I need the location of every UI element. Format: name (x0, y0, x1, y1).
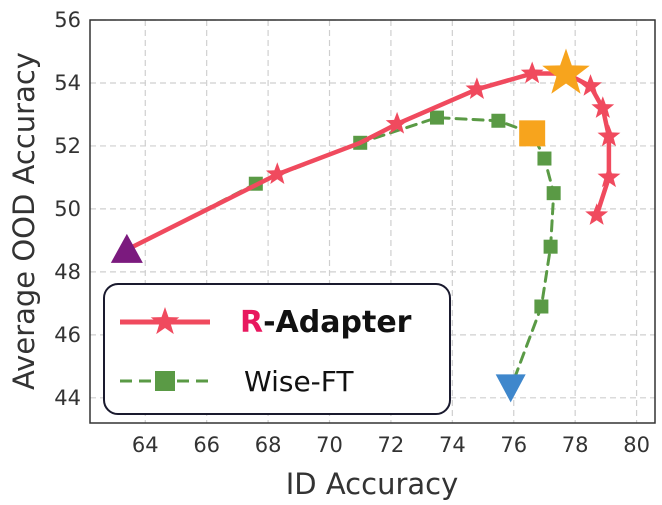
r-adapter-point (591, 96, 615, 118)
legend-r-adapter-marker (150, 307, 180, 335)
r-adapter-point (597, 124, 621, 147)
wise-ft-point (546, 186, 561, 201)
fine-tuned-marker (495, 374, 526, 403)
x-tick-label: 66 (193, 433, 220, 457)
wise-ft-point (491, 113, 506, 128)
x-tick-label: 72 (378, 433, 405, 457)
r-adapter-final-marker (542, 48, 590, 94)
r-adapter-point (579, 74, 602, 96)
wise-ft-point (429, 110, 444, 125)
zero-shot-marker (110, 233, 143, 263)
legend-r-rest: -Adapter (263, 305, 412, 340)
wise-ft-point (537, 151, 552, 166)
special-points (110, 48, 590, 403)
r-adapter-point (465, 77, 489, 99)
plot-frame (89, 19, 656, 424)
r-adapter-point (385, 111, 409, 134)
r-adapter-point (597, 165, 621, 188)
x-tick-label: 70 (316, 433, 343, 457)
r-adapter-point (585, 203, 609, 225)
wise-ft-point (534, 299, 549, 314)
x-tick-label: 68 (255, 433, 282, 457)
r-adapter-line (124, 71, 612, 253)
y-tick-label: 46 (54, 323, 81, 347)
x-tick-label: 64 (132, 433, 159, 457)
y-tick-label: 50 (54, 197, 81, 221)
legend-wise-ft-label: Wise-FT (244, 365, 354, 398)
legend-r-highlight: R (240, 305, 263, 340)
r-adapter-point (265, 162, 289, 184)
legend: R-Adapter Wise-FT (103, 283, 451, 415)
legend-box (103, 283, 451, 415)
y-axis-title: Average OOD Accuracy (7, 52, 41, 390)
y-tick-label: 52 (54, 134, 81, 158)
r-adapter-point (520, 61, 544, 84)
wise-ft-point (543, 239, 558, 254)
y-tick-label: 48 (54, 260, 81, 284)
x-tick-label: 76 (500, 433, 527, 457)
x-axis-title: ID Accuracy (286, 467, 459, 501)
x-tick-label: 74 (439, 433, 466, 457)
wise-ft-final-marker (519, 120, 546, 147)
legend-wise-ft-marker (155, 371, 175, 391)
y-tick-label: 44 (54, 386, 81, 410)
y-tick-label: 56 (54, 8, 81, 32)
x-tick-label: 80 (623, 433, 650, 457)
y-tick-label: 54 (54, 71, 81, 95)
ticks: 64 66 68 70 72 74 76 78 80 44 46 48 50 52 54 56 (54, 8, 650, 457)
legend-r-adapter-label: R-Adapter (240, 305, 412, 340)
x-tick-label: 78 (562, 433, 589, 457)
